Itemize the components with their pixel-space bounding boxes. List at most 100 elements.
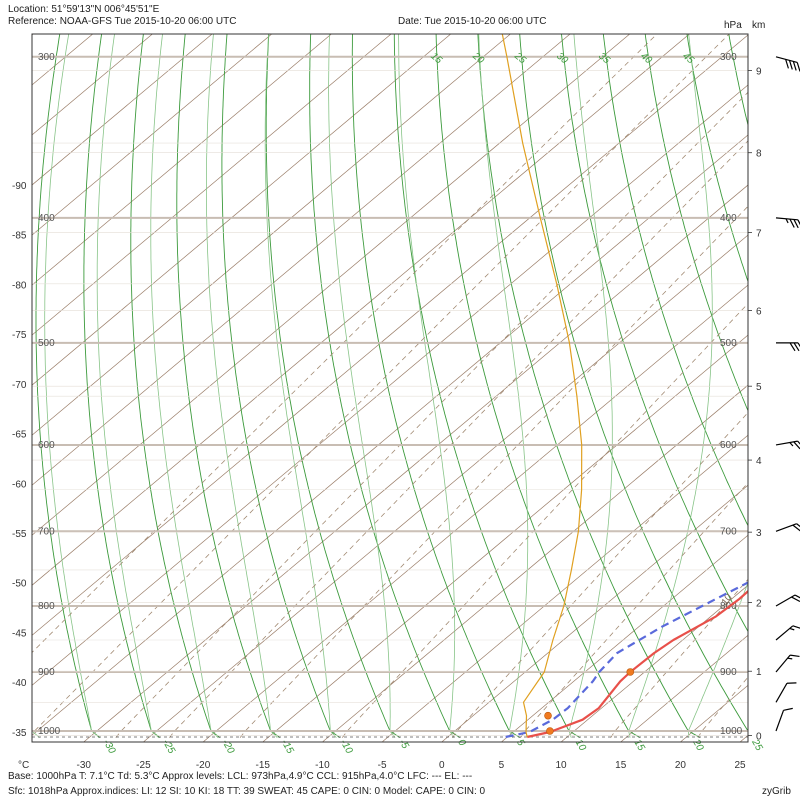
wind-barb-flag [789,218,795,228]
brand-label: zyGrib [762,786,791,797]
height-km-label: 5 [756,382,762,393]
pressure-label-left: 900 [38,667,55,678]
dry-adiabat-line [221,34,341,738]
dry-adiabat-line [644,34,748,412]
x-tick-label: -10 [315,760,330,771]
isotherm-line [441,484,748,742]
location-text: Location: 51°59'13"N 006°45'51"E [8,4,160,15]
isotherm-label: -75 [12,330,27,341]
wind-barb-flag [796,523,800,531]
moist-adiabat-label: 25 [749,737,765,753]
dry-adiabat-line [265,34,401,738]
date-text: Date: Tue 2015-10-20 06:00 UTC [398,16,547,27]
dry-adiabat-line [686,34,748,283]
wind-barb [775,56,800,72]
dry-adiabat-line [602,34,748,527]
wind-barb-half [785,218,789,224]
wind-barb-flag [797,440,800,449]
x-tick-label: -15 [256,760,271,771]
level-marker [546,727,554,735]
wind-barb-flag [792,61,797,71]
wind-barb-flag [793,441,800,450]
plot-frame [31,33,749,743]
wind-barb [775,217,800,229]
isotherm-line [143,234,748,742]
pressure-label-right: 500 [720,338,737,349]
height-km-label: 1 [756,667,762,678]
pressure-label-left: 300 [38,52,55,63]
wind-barb [776,342,800,352]
x-tick-label: 5 [499,760,505,771]
x-tick-label: 10 [556,760,568,771]
wind-barb-flag [797,342,800,352]
isotherm-line [739,734,748,742]
dry-adiabat-line [351,34,521,738]
mixing-ratio-line [341,302,748,738]
height-km-label: 9 [756,67,762,78]
level-marker [544,711,552,720]
pressure-label-left: 500 [38,338,55,349]
wind-barb [775,682,797,703]
pressure-label-right: 1000 [720,726,743,737]
pressure-label-right: 600 [720,440,737,451]
isotherm-line [32,34,690,586]
isotherm-line [32,34,571,486]
pressure-label-left: 700 [38,526,55,537]
x-tick-label: -20 [196,760,211,771]
isotherm-line [381,434,748,742]
isotherm-label: -40 [12,678,27,689]
mixing-ratio-line [239,205,748,738]
wind-barb-staff [775,682,788,703]
moist-adiabat-label: 20 [690,737,706,753]
dry-adiabat-line [309,34,461,738]
wind-barb-half [787,657,793,660]
dry-adiabat-line [176,34,281,738]
isotherm-line [32,34,748,636]
x-tick-label: 25 [735,760,747,771]
isotherm-line [32,34,213,186]
pressure-label-right: 700 [720,526,737,537]
mixing-ratio-line [32,34,658,654]
isotherm-line [32,34,630,536]
wind-barb-flag [793,342,800,352]
wind-barb-half [789,442,794,447]
wind-barb-flag [792,625,800,630]
wind-barb-staff [775,710,785,732]
isotherm-label: -70 [12,380,27,391]
isotherm-label: -55 [12,529,27,540]
wind-barb-flag [785,59,789,69]
x-axis-label: °C [18,760,29,771]
isotherm-line [32,34,392,336]
isotherm-label: -80 [12,280,27,291]
isotherm-line [32,34,451,386]
dry-adiabat-line [35,34,101,738]
plot-background [32,34,748,742]
wind-barb [775,440,800,450]
x-tick-label: -30 [77,760,92,771]
isotherm-label: -65 [12,430,27,441]
dry-adiabat-line [519,34,748,731]
dewpoint-curve [505,581,748,739]
reference-text: Reference: NOAA-GFS Tue 2015-10-20 06:00… [8,16,237,27]
dry-adiabat-line [435,34,641,738]
isotherm-label: -85 [12,231,27,242]
pressure-label-right: 400 [720,213,737,224]
dry-adiabat-line [477,34,701,738]
wind-barb-flag [797,219,800,229]
wind-barb-flag [788,60,793,70]
isotherm-line [32,84,748,686]
x-tick-label: -25 [136,760,151,771]
height-km-label: 2 [756,599,762,610]
pressure-label-left: 800 [38,601,55,612]
parcel-curve [501,34,583,738]
isotherm-line [501,534,748,742]
height-km-label: 0 [756,731,762,742]
km-unit-label: km [752,20,766,31]
isotherm-line [32,134,748,736]
x-tick-label: 20 [675,760,687,771]
height-km-label: 8 [756,149,762,160]
moist-adiabat-label: 5 [514,738,527,749]
mixing-ratio-line [115,91,748,738]
wind-barb-flag [789,342,796,352]
